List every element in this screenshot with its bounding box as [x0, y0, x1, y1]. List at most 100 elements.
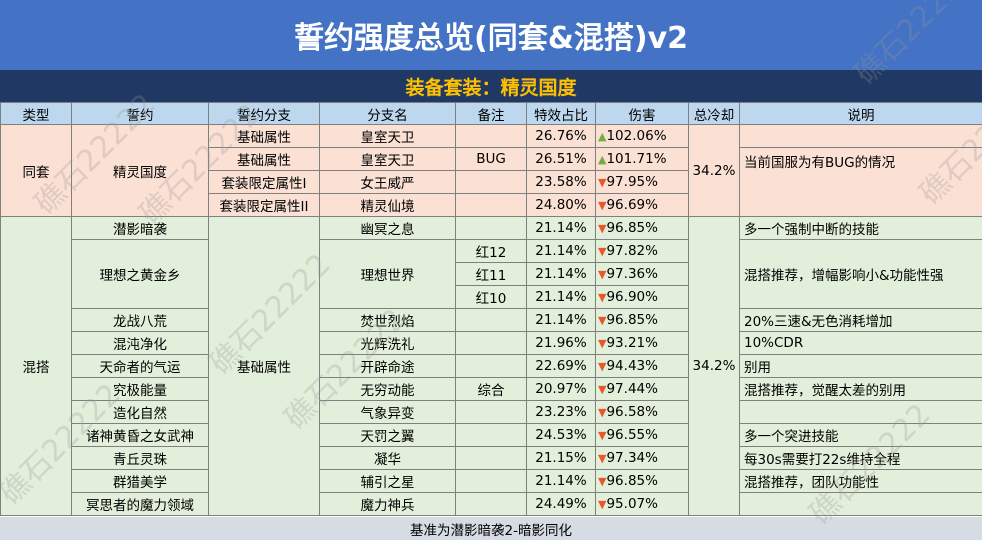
damage-value: 97.82%: [606, 243, 658, 259]
cooldown-cell: 34.2%: [688, 216, 740, 516]
header-effect-pct: 特效占比: [526, 102, 596, 125]
table-row: 基础属性 皇室天卫 BUG 26.51% ▲101.71% 当前国服为有BUG的…: [1, 147, 982, 217]
description-cell: 别用: [739, 354, 982, 378]
damage-cell: ▼93.21%: [595, 331, 689, 355]
effect-pct-cell: 23.58%: [526, 170, 596, 194]
effect-pct-cell: 21.14%: [526, 262, 596, 286]
damage-cell: ▼94.43%: [595, 354, 689, 378]
note-cell: BUG: [455, 147, 527, 171]
damage-cell: ▼96.85%: [595, 216, 689, 240]
branch-cell: 套装限定属性II: [208, 193, 320, 217]
branch-name-cell: 天罚之翼: [319, 423, 456, 447]
damage-value: 95.07%: [606, 496, 658, 512]
damage-value: 96.69%: [606, 197, 658, 213]
arrow-down-icon: ▼: [598, 383, 607, 396]
table-row: 混搭 潜影暗袭 基础属性 幽冥之息 21.14% ▼96.85% 34.2% 多…: [0, 216, 982, 516]
oath-cell: 天命者的气运: [71, 354, 209, 378]
damage-value: 96.85%: [606, 473, 658, 489]
note-cell: [455, 423, 527, 447]
branch-name-cell: 理想世界: [319, 239, 456, 309]
footer-note: 基准为潜影暗袭2-暗影同化: [0, 517, 982, 540]
damage-cell: ▼96.85%: [595, 308, 689, 332]
damage-value: 96.90%: [606, 289, 658, 305]
damage-cell: ▼96.85%: [595, 469, 689, 493]
effect-pct-cell: 24.80%: [526, 193, 596, 217]
damage-cell: ▼96.90%: [595, 285, 689, 309]
table-row: 究极能量 无穷动能 综合 20.97% ▼97.44% 混搭推荐，觉醒太差的别用: [1, 377, 982, 401]
note-cell: 红10: [455, 285, 527, 309]
effect-pct-cell: 26.76%: [526, 124, 596, 148]
branch-name-cell: 皇室天卫: [319, 124, 456, 148]
damage-cell: ▲101.71%: [595, 147, 689, 171]
arrow-up-icon: ▲: [598, 153, 607, 166]
header-description: 说明: [739, 102, 982, 125]
effect-pct-cell: 21.14%: [526, 239, 596, 263]
oath-cell: 混沌净化: [71, 331, 209, 355]
table-row: 同套 精灵国度 基础属性 皇室天卫 26.76% ▲102.06% 34.2%: [0, 124, 982, 217]
header-oath: 誓约: [71, 102, 209, 125]
damage-value: 96.85%: [606, 220, 658, 236]
damage-value: 97.36%: [606, 266, 658, 282]
note-cell: [455, 400, 527, 424]
table-row: 龙战八荒 焚世烈焰 21.14% ▼96.85% 20%三速&无色消耗增加: [1, 308, 982, 332]
branch-name-cell: 幽冥之息: [319, 216, 456, 240]
effect-pct-cell: 21.96%: [526, 331, 596, 355]
table-row: 理想之黄金乡 理想世界 红12 21.14% ▼97.82% 混搭推荐，增幅影响…: [1, 239, 982, 309]
damage-cell: ▼97.44%: [595, 377, 689, 401]
damage-value: 93.21%: [606, 335, 658, 351]
arrow-down-icon: ▼: [598, 314, 607, 327]
description-cell: 混搭推荐，团队功能性: [739, 469, 982, 493]
effect-pct-cell: 21.14%: [526, 308, 596, 332]
arrow-down-icon: ▼: [598, 291, 607, 304]
header-branch-name: 分支名: [319, 102, 456, 125]
table-row: 造化自然 气象异变 23.23% ▼96.58%: [1, 400, 982, 424]
oath-table: 类型 誓约 誓约分支 分支名 备注 特效占比 伤害 总冷却 说明 同套 精灵国度…: [0, 102, 982, 516]
table-row: 红11 21.14% ▼97.36%: [1, 262, 982, 286]
damage-cell: ▲102.06%: [595, 124, 689, 148]
oath-cell: 精灵国度: [71, 124, 209, 217]
table-row: 天命者的气运 开辟命途 22.69% ▼94.43% 别用: [1, 354, 982, 378]
branch-name-cell: 焚世烈焰: [319, 308, 456, 332]
table-row: 混沌净化 光辉洗礼 21.96% ▼93.21% 10%CDR: [1, 331, 982, 355]
description-cell: [739, 492, 982, 516]
branch-name-cell: 光辉洗礼: [319, 331, 456, 355]
damage-cell: ▼97.82%: [595, 239, 689, 263]
header-note: 备注: [455, 102, 527, 125]
effect-pct-cell: 26.51%: [526, 147, 596, 171]
branch-name-cell: 皇室天卫: [319, 147, 456, 171]
description-cell: 每30s需要打22s维持全程: [739, 446, 982, 470]
note-cell: [455, 216, 527, 240]
effect-pct-cell: 21.14%: [526, 216, 596, 240]
oath-cell: 龙战八荒: [71, 308, 209, 332]
branch-cell: 套装限定属性I: [208, 170, 320, 194]
damage-cell: ▼97.95%: [595, 170, 689, 194]
oath-cell: 冥思者的魔力领域: [71, 492, 209, 516]
note-cell: [455, 193, 527, 217]
branch-cell: 基础属性: [208, 124, 320, 148]
description-cell: 混搭推荐，觉醒太差的别用: [739, 377, 982, 401]
arrow-down-icon: ▼: [598, 337, 607, 350]
table-row: 冥思者的魔力领域 魔力神兵 24.49% ▼95.07%: [1, 492, 982, 516]
effect-pct-cell: 20.97%: [526, 377, 596, 401]
branch-name-cell: 气象异变: [319, 400, 456, 424]
effect-pct-cell: 21.15%: [526, 446, 596, 470]
damage-value: 101.71%: [606, 151, 667, 167]
branch-cell: 基础属性: [208, 147, 320, 171]
description-cell: 混搭推荐，增幅影响小&功能性强: [739, 239, 982, 309]
damage-cell: ▼96.58%: [595, 400, 689, 424]
effect-pct-cell: 23.23%: [526, 400, 596, 424]
note-cell: [455, 492, 527, 516]
header-damage: 伤害: [595, 102, 689, 125]
damage-value: 102.06%: [606, 128, 667, 144]
note-cell: [455, 354, 527, 378]
note-cell: [455, 469, 527, 493]
description-cell: 多一个突进技能: [739, 423, 982, 447]
header-branch: 誓约分支: [208, 102, 320, 125]
header-type: 类型: [0, 102, 72, 125]
header-cooldown: 总冷却: [688, 102, 740, 125]
damage-value: 97.95%: [606, 174, 658, 190]
oath-cell: 究极能量: [71, 377, 209, 401]
description-cell: 当前国服为有BUG的情况: [739, 147, 982, 217]
branch-name-cell: 无穷动能: [319, 377, 456, 401]
arrow-down-icon: ▼: [598, 199, 607, 212]
